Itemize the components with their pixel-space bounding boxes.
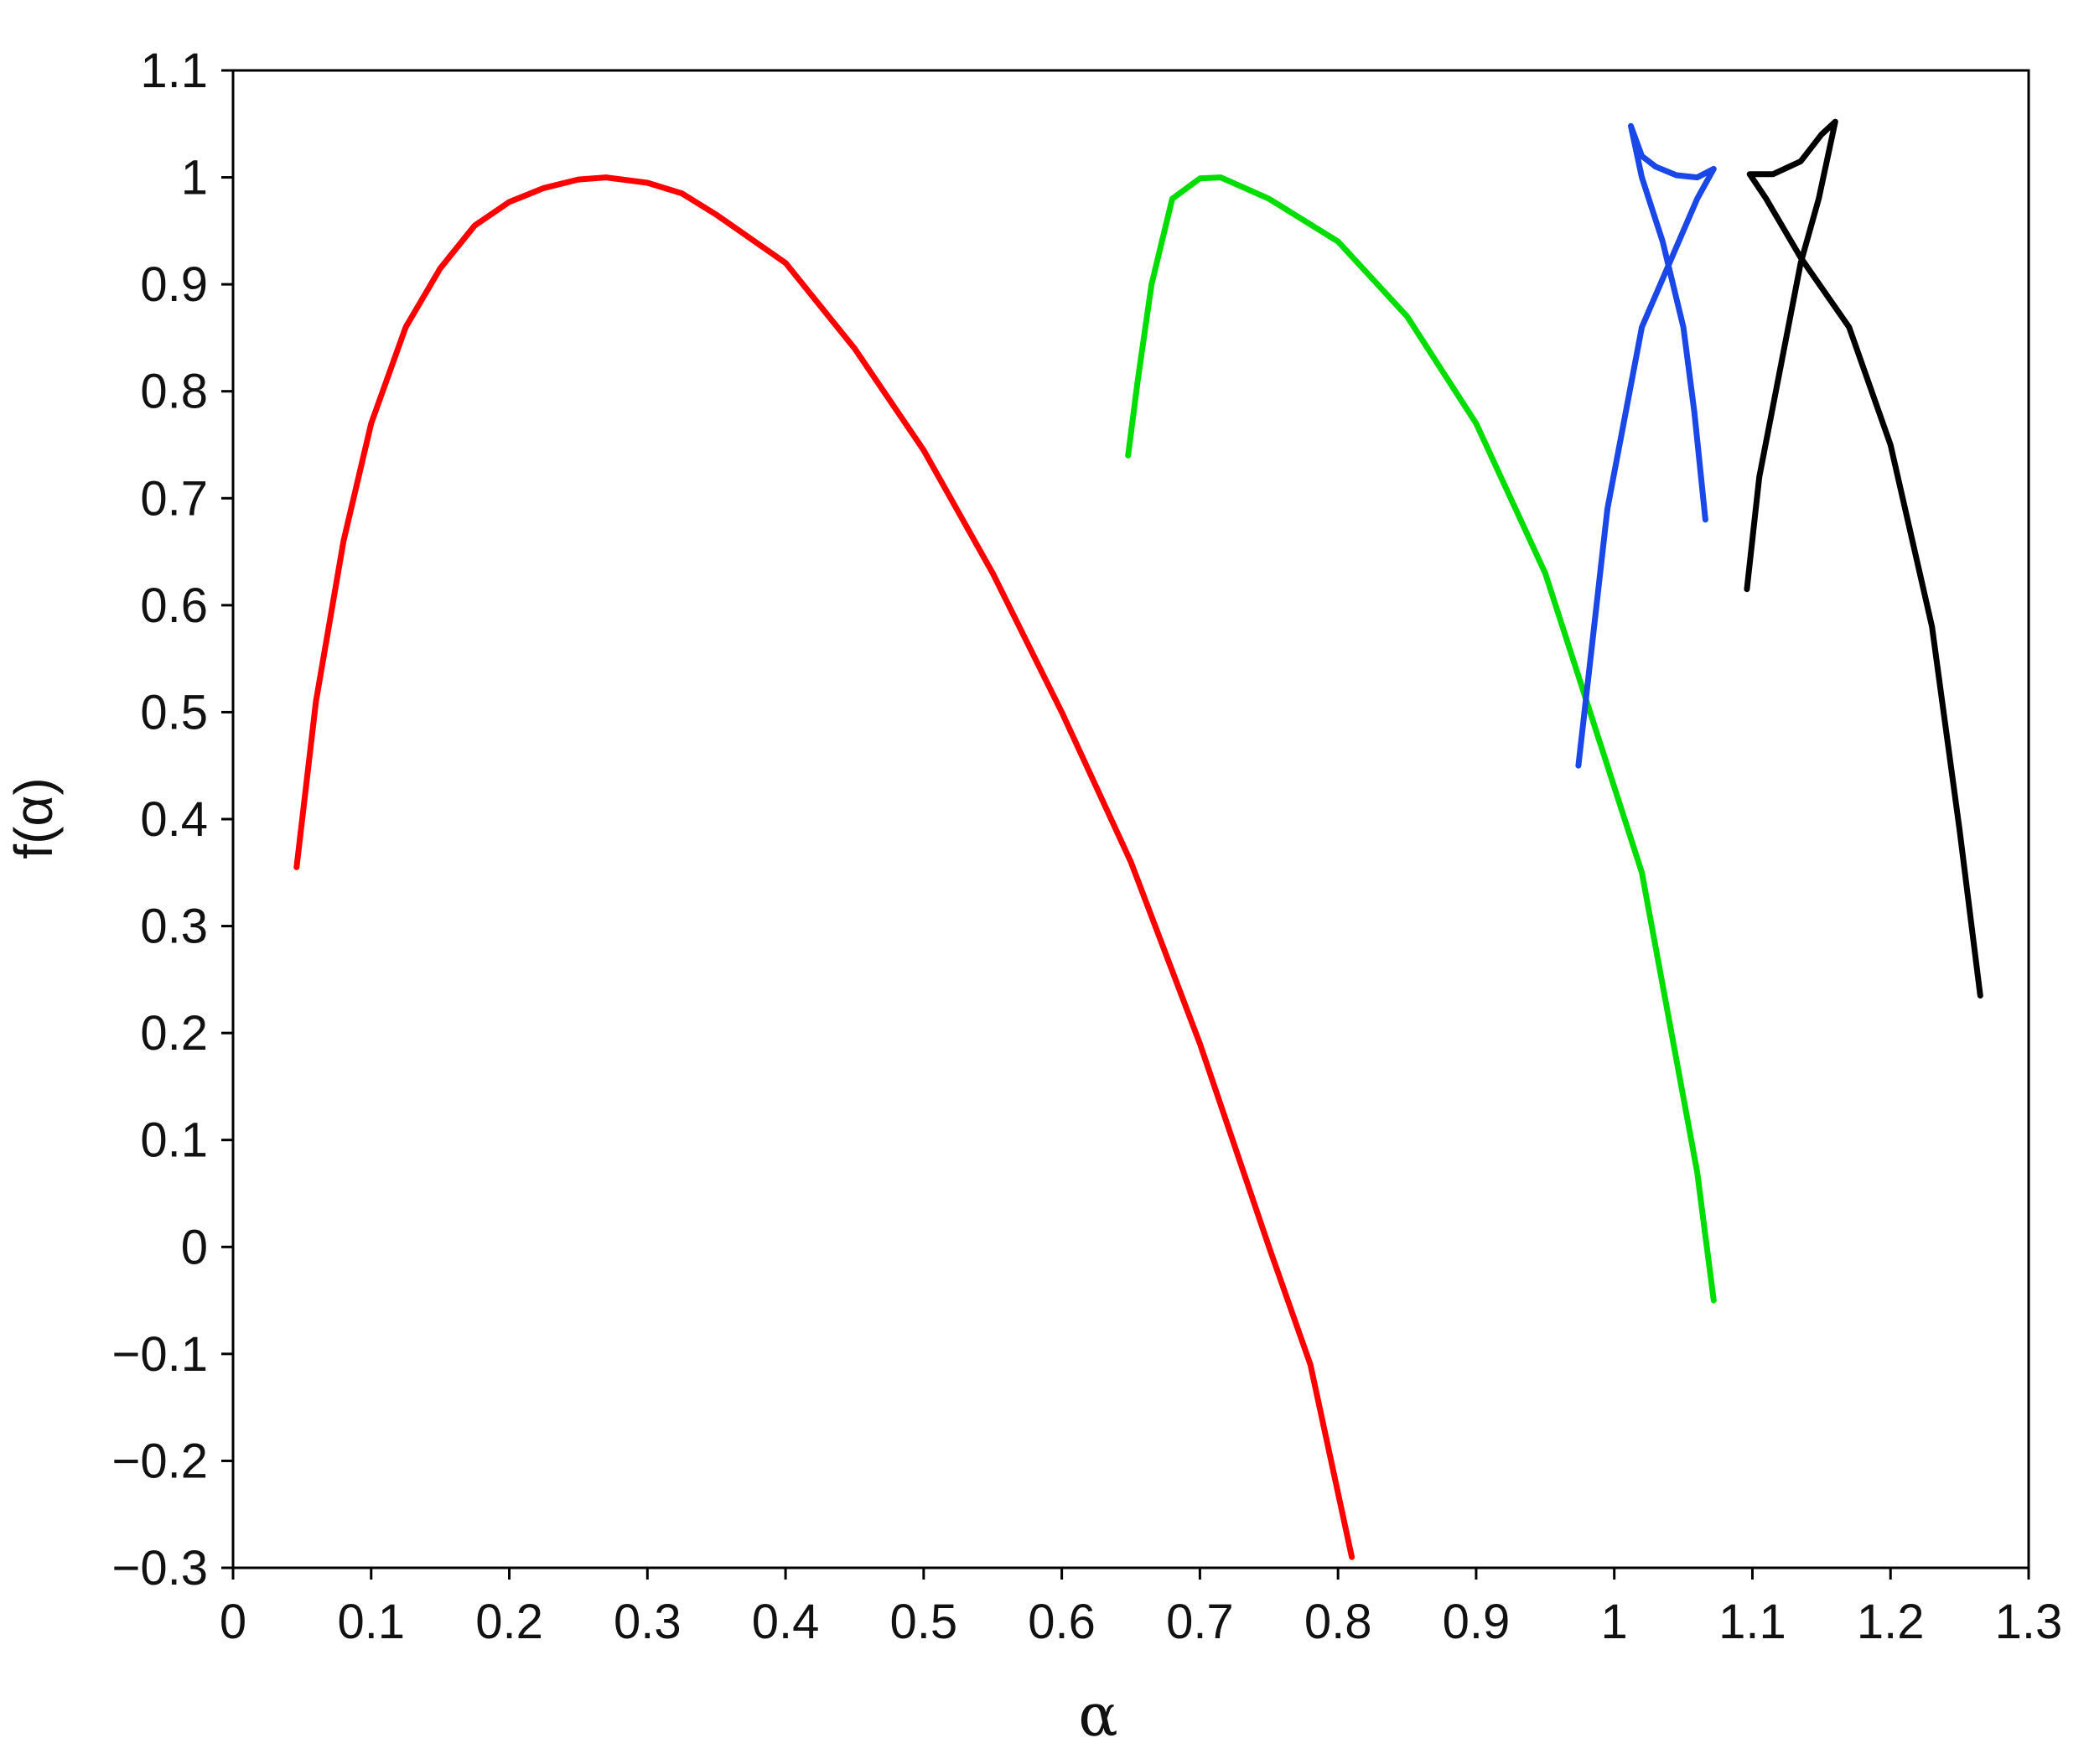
x-axis-label: α	[1078, 1681, 1117, 1750]
y-axis-label: f(α)	[3, 777, 64, 859]
y-tick-label: 0.4	[140, 792, 208, 847]
x-tick-label: 0.9	[1443, 1595, 1511, 1649]
y-tick-label: 0.8	[140, 365, 208, 419]
y-tick-label: 1	[181, 151, 208, 205]
x-tick-label: 0.6	[1028, 1595, 1096, 1649]
y-tick-label: −0.3	[112, 1541, 209, 1595]
x-tick-label: 0.1	[337, 1595, 405, 1649]
x-tick-label: 1.2	[1857, 1595, 1925, 1649]
x-tick-label: 1	[1601, 1595, 1628, 1649]
series-line-1	[293, 174, 1356, 1560]
y-tick-label: 1.1	[140, 44, 208, 98]
x-axis: 0 0.1 0.2 0.3 0.4 0.5 0.6 0.7 0.8 0.9 1 1.1 1.2 1.3	[220, 1568, 2062, 1649]
x-tick-label: 1.3	[1995, 1595, 2063, 1649]
x-tick-label: 0.8	[1304, 1595, 1372, 1649]
x-tick-label: 0.7	[1166, 1595, 1234, 1649]
y-tick-label: −0.1	[112, 1327, 209, 1382]
series-layer	[293, 118, 1983, 1560]
series-line-2	[1125, 174, 1717, 1304]
y-tick-label: 0.3	[140, 900, 208, 954]
x-tick-label: 0.2	[475, 1595, 543, 1649]
y-tick-label: 0.6	[140, 578, 208, 633]
y-tick-label: 0	[181, 1220, 208, 1274]
x-tick-label: 0.5	[890, 1595, 958, 1649]
x-tick-label: 0.3	[614, 1595, 682, 1649]
y-tick-label: 0.5	[140, 685, 208, 739]
x-tick-label: 0.4	[752, 1595, 820, 1649]
y-tick-label: −0.2	[112, 1434, 209, 1488]
y-axis: 1.1 1 0.9 0.8 0.7 0.6 0.5 0.4 0.3 0.2 0.1 0 −0.1 −0.2…	[112, 44, 233, 1595]
y-tick-label: 0.2	[140, 1006, 208, 1061]
y-tick-label: 0.1	[140, 1113, 208, 1168]
x-tick-label: 1.1	[1718, 1595, 1786, 1649]
y-tick-label: 0.9	[140, 257, 208, 312]
series-line-3	[1575, 122, 1717, 769]
x-tick-label: 0	[220, 1595, 246, 1649]
series-line-4	[1744, 118, 1983, 999]
y-tick-label: 0.7	[140, 471, 208, 526]
plot-frame	[231, 69, 2030, 1569]
